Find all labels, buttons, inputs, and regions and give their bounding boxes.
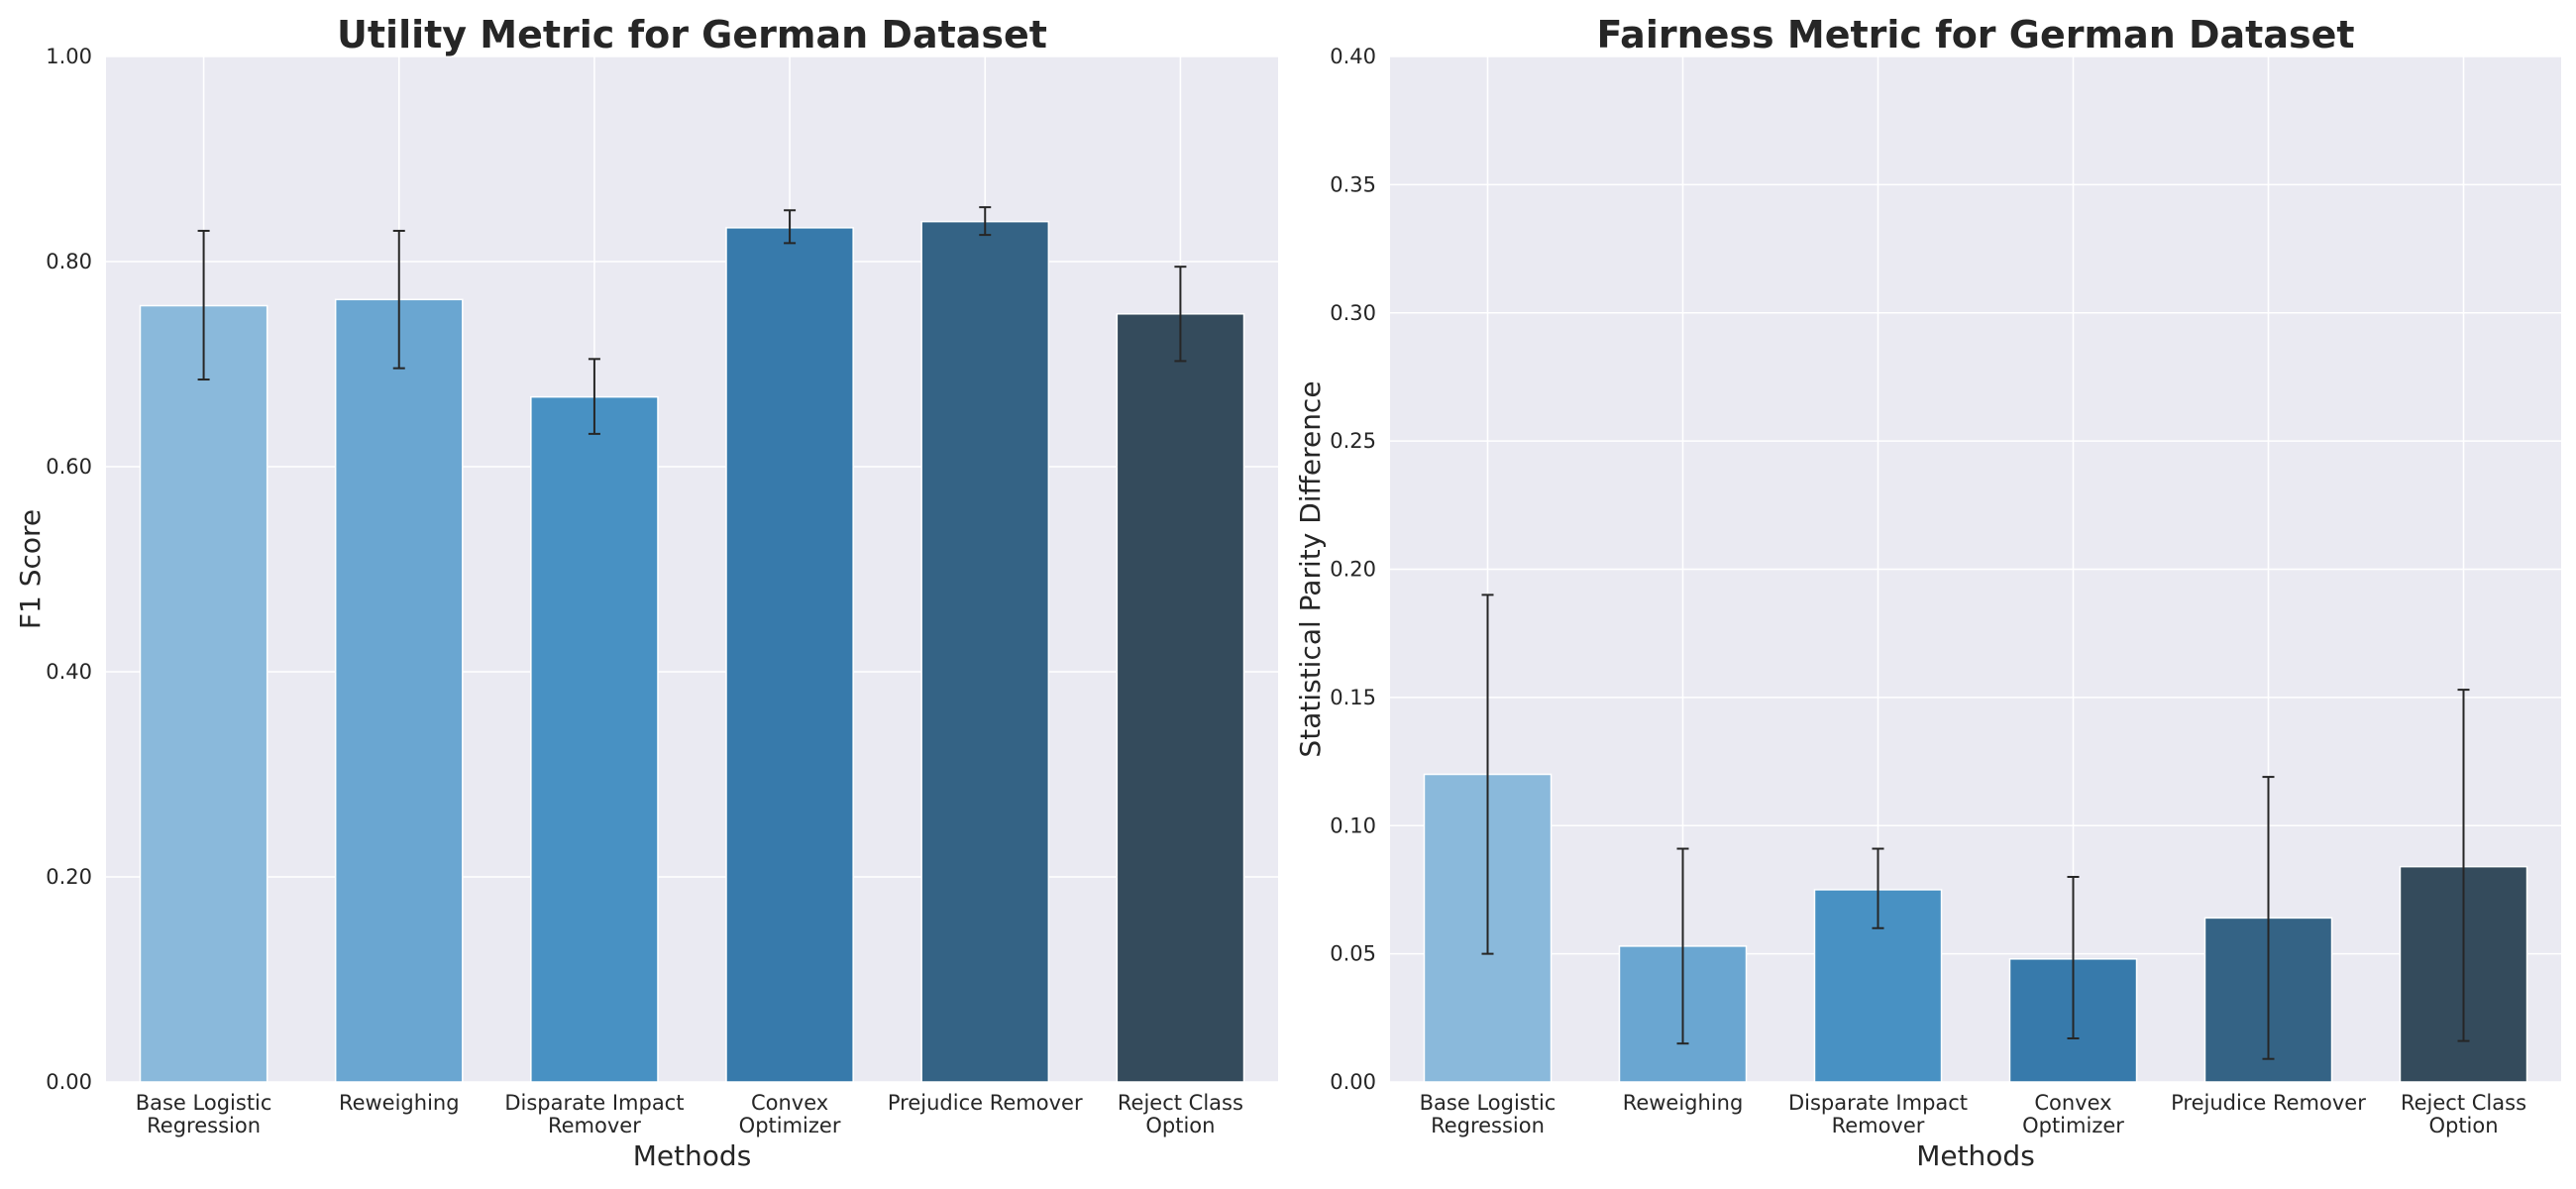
x-tick-label: Reweighing <box>1623 1091 1744 1115</box>
y-tick-label: 0.10 <box>1330 813 1376 837</box>
y-axis-label: F1 Score <box>14 509 47 629</box>
x-tick-label: Base Logistic Regression <box>1420 1091 1556 1137</box>
y-axis-label: Statistical Parity Difference <box>1294 380 1327 757</box>
y-tick-label: 0.40 <box>1330 45 1376 68</box>
x-tick-line: Optimizer <box>739 1114 841 1137</box>
bar <box>334 298 464 1083</box>
x-tick-label: Prejudice Remover <box>888 1091 1083 1115</box>
y-tick-label: 0.30 <box>1330 301 1376 325</box>
x-tick-line: Disparate Impact <box>1788 1091 1968 1115</box>
bar <box>725 227 854 1083</box>
chart-title: Fairness Metric for German Dataset <box>1596 13 2354 56</box>
x-tick-line: Base Logistic <box>136 1091 272 1115</box>
x-tick-label: Disparate Impact Remover <box>1788 1091 1968 1137</box>
x-axis-label: Methods <box>1916 1139 2035 1172</box>
bar <box>920 220 1050 1083</box>
x-tick-line: Base Logistic <box>1420 1091 1556 1115</box>
fairness-chart: 0.00 0.05 0.10 0.15 0.20 0.25 0.30 0.35 0.40 Base… <box>1294 13 2561 1172</box>
bar <box>139 304 268 1083</box>
x-tick-label: Base Logistic Regression <box>136 1091 272 1137</box>
x-tick-label: Convex Optimizer <box>739 1091 841 1137</box>
y-tick-label: 0.40 <box>46 660 92 684</box>
x-tick-line: Option <box>2428 1114 2498 1137</box>
chart-title: Utility Metric for German Dataset <box>337 13 1047 56</box>
plot-area <box>106 56 1278 1082</box>
x-tick-line: Regression <box>147 1114 261 1137</box>
bar <box>1116 313 1245 1083</box>
x-tick-line: Remover <box>548 1114 641 1137</box>
y-tick-label: 0.35 <box>1330 172 1376 196</box>
x-tick-label: Disparate Impact Remover <box>504 1091 684 1137</box>
x-tick-line: Remover <box>1832 1114 1925 1137</box>
x-tick-line: Reweighing <box>339 1091 460 1115</box>
x-tick-label: Reject Class Option <box>1118 1091 1243 1137</box>
x-tick-line: Reject Class <box>2401 1091 2526 1115</box>
x-tick-line: Reweighing <box>1623 1091 1744 1115</box>
x-tick-line: Option <box>1145 1114 1215 1137</box>
x-tick-line: Regression <box>1431 1114 1545 1137</box>
x-axis-label: Methods <box>633 1139 752 1172</box>
x-tick-label: Prejudice Remover <box>2171 1091 2366 1115</box>
x-tick-line: Optimizer <box>2022 1114 2124 1137</box>
x-tick-line: Prejudice Remover <box>2171 1091 2366 1115</box>
utility-chart: 0.00 0.20 0.40 0.60 0.80 1.00 Base Logistic Reg… <box>14 13 1278 1172</box>
bar <box>530 395 659 1083</box>
y-tick-label: 0.05 <box>1330 942 1376 966</box>
x-tick-label: Reweighing <box>339 1091 460 1115</box>
x-tick-line: Convex <box>2034 1091 2111 1115</box>
y-tick-label: 0.60 <box>46 455 92 479</box>
y-tick-label: 0.00 <box>1330 1070 1376 1094</box>
x-tick-line: Convex <box>751 1091 828 1115</box>
bar <box>1813 889 1943 1083</box>
x-tick-label: Reject Class Option <box>2401 1091 2526 1137</box>
x-tick-label: Convex Optimizer <box>2022 1091 2124 1137</box>
x-tick-line: Reject Class <box>1118 1091 1243 1115</box>
y-tick-label: 0.00 <box>46 1070 92 1094</box>
y-tick-label: 0.15 <box>1330 686 1376 709</box>
x-tick-line: Prejudice Remover <box>888 1091 1083 1115</box>
y-tick-label: 0.25 <box>1330 429 1376 453</box>
x-tick-line: Disparate Impact <box>504 1091 684 1115</box>
y-tick-label: 1.00 <box>46 45 92 68</box>
y-tick-label: 0.20 <box>46 865 92 889</box>
y-tick-label: 0.20 <box>1330 558 1376 582</box>
y-tick-label: 0.80 <box>46 250 92 273</box>
